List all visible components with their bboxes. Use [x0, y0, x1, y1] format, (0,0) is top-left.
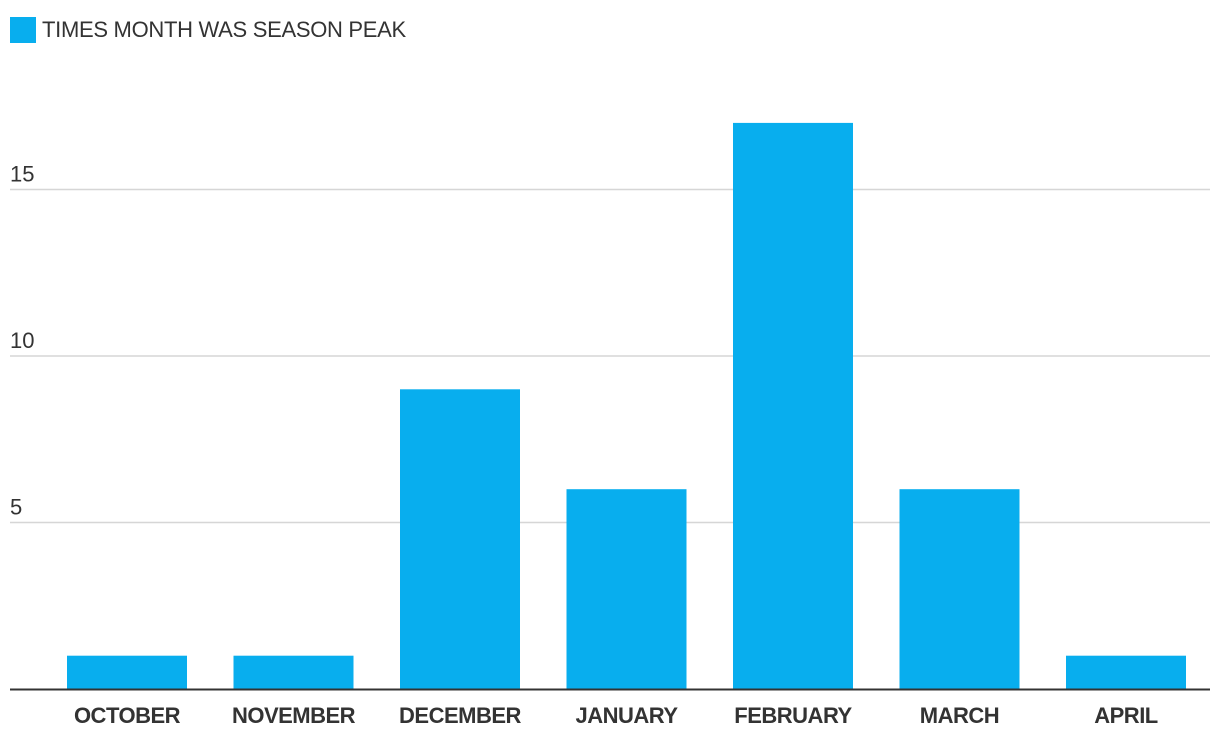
x-category-label: JANUARY: [575, 703, 678, 728]
x-axis-labels: OCTOBER NOVEMBER DECEMBER JANUARY FEBRUARY MA…: [74, 703, 1158, 728]
legend-label: TIMES MONTH WAS SEASON PEAK: [42, 17, 406, 42]
bar-january: [566, 489, 687, 689]
gridlines: [10, 188, 1210, 524]
x-category-label: OCTOBER: [74, 703, 181, 728]
bar-october: [67, 655, 187, 689]
y-tick-label: 15: [10, 162, 34, 187]
bar-march: [899, 489, 1020, 689]
x-category-label: DECEMBER: [399, 703, 522, 728]
legend-swatch: [10, 17, 36, 43]
bars: [67, 122, 1186, 689]
y-tick-label: 10: [10, 328, 34, 353]
x-category-label: FEBRUARY: [734, 703, 852, 728]
bar-february: [733, 122, 853, 689]
x-category-label: MARCH: [920, 703, 999, 728]
bar-december: [400, 389, 520, 689]
x-category-label: NOVEMBER: [232, 703, 356, 728]
bar-november: [233, 655, 354, 689]
x-category-label: APRIL: [1094, 703, 1158, 728]
bar-april: [1066, 655, 1186, 689]
y-axis-ticks: 5 10 15: [10, 162, 34, 520]
legend: TIMES MONTH WAS SEASON PEAK: [10, 16, 406, 44]
y-tick-label: 5: [10, 495, 22, 520]
